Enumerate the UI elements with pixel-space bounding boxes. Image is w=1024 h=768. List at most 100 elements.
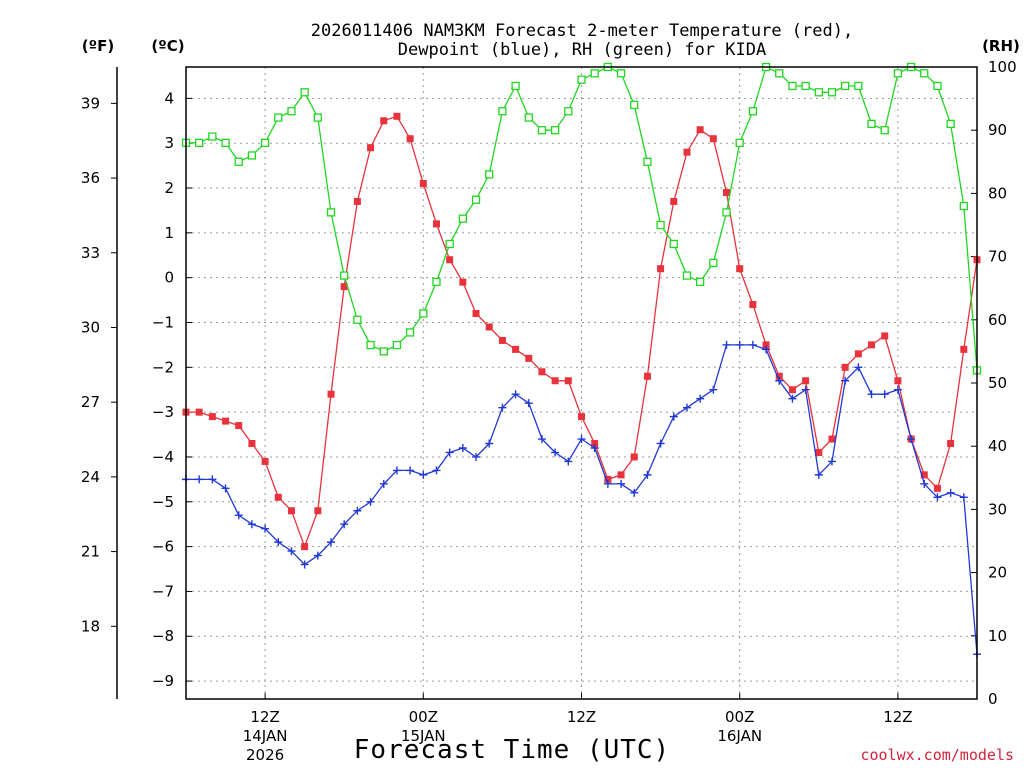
dewpoint-point bbox=[353, 506, 362, 515]
dewpoint-point bbox=[208, 475, 217, 484]
temperature-point bbox=[604, 475, 612, 483]
rh-point bbox=[880, 126, 889, 135]
dewpoint-point bbox=[656, 439, 665, 448]
chart-title-line-2: Dewpoint (blue), RH (green) for KIDA bbox=[398, 40, 766, 60]
dewpoint-point bbox=[261, 524, 270, 533]
rh-point bbox=[893, 69, 903, 78]
temperature-point bbox=[525, 354, 533, 362]
dewpoint-point bbox=[313, 551, 322, 560]
rh-point bbox=[195, 138, 204, 147]
fahrenheit-tick-label: 33 bbox=[81, 244, 100, 262]
rh-point bbox=[867, 119, 876, 129]
x-tick-label: 00Z bbox=[725, 708, 754, 726]
dewpoint-point bbox=[234, 511, 243, 520]
temperature-point bbox=[933, 484, 941, 492]
rh-point bbox=[234, 157, 243, 166]
rh-point bbox=[300, 88, 309, 97]
rh-point bbox=[485, 170, 494, 179]
fahrenheit-tick-label: 39 bbox=[81, 94, 100, 112]
fahrenheit-tick-label: 24 bbox=[81, 468, 100, 486]
rh-point bbox=[392, 340, 402, 350]
rh-tick-label: 100 bbox=[988, 58, 1017, 76]
dewpoint-point bbox=[630, 488, 639, 497]
temperature-point bbox=[736, 265, 744, 273]
dewpoint-point bbox=[485, 439, 494, 448]
dewpoint-point bbox=[880, 390, 889, 399]
x-tick-label: 12Z bbox=[250, 708, 279, 726]
rh-point bbox=[775, 69, 784, 78]
temperature-point bbox=[419, 180, 427, 188]
temperature-point bbox=[578, 413, 585, 421]
rh-point bbox=[669, 239, 678, 249]
dewpoint-point bbox=[406, 466, 415, 475]
x-tick-date-label: 16JAN bbox=[717, 727, 762, 745]
dewpoint-point bbox=[551, 448, 560, 457]
temperature-point bbox=[828, 435, 836, 443]
fahrenheit-tick-label: 36 bbox=[81, 169, 100, 187]
dewpoint-point bbox=[735, 340, 744, 349]
dewpoint-point bbox=[617, 479, 626, 488]
chart-title-line-1: 2026011406 NAM3KM Forecast 2-meter Tempe… bbox=[311, 21, 853, 41]
dewpoint-point bbox=[827, 457, 836, 466]
celsius-tick-label: 4 bbox=[164, 89, 174, 107]
dewpoint-point bbox=[366, 497, 375, 506]
celsius-axis: 4 3 2 1 0 −1 −2 −3 −4 −5 −6 −7 −8 −9 bbox=[152, 89, 192, 690]
rh-point bbox=[274, 113, 283, 122]
rh-point bbox=[432, 277, 441, 287]
temperature-point bbox=[841, 363, 849, 371]
dewpoint-point bbox=[907, 435, 916, 444]
rh-tick-label: 30 bbox=[988, 500, 1007, 518]
rh-point bbox=[313, 113, 322, 122]
temperature-point bbox=[788, 386, 796, 394]
temperature-point bbox=[446, 256, 454, 264]
rh-tick-label: 0 bbox=[988, 690, 998, 708]
rh-point bbox=[933, 81, 942, 91]
celsius-tick-label: −2 bbox=[152, 358, 174, 376]
temperature-point bbox=[472, 310, 480, 318]
rh-point bbox=[841, 81, 850, 91]
dewpoint-point bbox=[814, 470, 823, 479]
rh-point bbox=[353, 315, 362, 324]
temperature-point bbox=[485, 323, 493, 331]
grid-lines bbox=[186, 67, 977, 699]
temperature-point bbox=[657, 265, 665, 273]
celsius-tick-label: 0 bbox=[164, 269, 174, 287]
dewpoint-point bbox=[841, 376, 850, 385]
temperature-point bbox=[854, 350, 862, 358]
rh-point bbox=[616, 69, 626, 78]
dewpoint-point bbox=[946, 488, 955, 497]
temperature-point bbox=[881, 332, 889, 340]
temperature-point bbox=[591, 440, 599, 448]
dewpoint-point bbox=[788, 394, 797, 403]
celsius-tick-label: 2 bbox=[164, 179, 174, 197]
temperature-point bbox=[920, 471, 928, 479]
fahrenheit-tick-label: 18 bbox=[81, 617, 100, 635]
dewpoint-point bbox=[274, 538, 283, 547]
temperature-point bbox=[367, 144, 375, 152]
temperature-point bbox=[670, 197, 678, 205]
dewpoint-point bbox=[762, 345, 771, 354]
rh-point bbox=[260, 138, 270, 147]
dewpoint-point bbox=[379, 479, 388, 488]
x-axis-title: Forecast Time (UTC) bbox=[354, 735, 670, 765]
dewpoint-point bbox=[775, 376, 784, 385]
temperature-point bbox=[802, 377, 810, 385]
celsius-tick-label: −1 bbox=[152, 313, 174, 331]
dewpoint-point bbox=[959, 493, 968, 502]
temperature-point bbox=[287, 507, 295, 515]
temperature-point bbox=[406, 135, 414, 143]
temperature-point bbox=[380, 117, 388, 125]
rh-point bbox=[920, 69, 929, 78]
fahrenheit-unit-label: (ºF) bbox=[82, 37, 114, 55]
dewpoint-point bbox=[458, 443, 467, 452]
temperature-point bbox=[393, 112, 401, 120]
rh-point bbox=[287, 107, 296, 116]
temperature-point bbox=[195, 408, 203, 416]
dewpoint-point bbox=[590, 443, 599, 452]
rh-point bbox=[524, 113, 533, 122]
temperature-point bbox=[432, 220, 440, 228]
temperature-point bbox=[643, 372, 651, 380]
dewpoint-point bbox=[577, 435, 586, 444]
rh-tick-label: 10 bbox=[988, 627, 1007, 645]
